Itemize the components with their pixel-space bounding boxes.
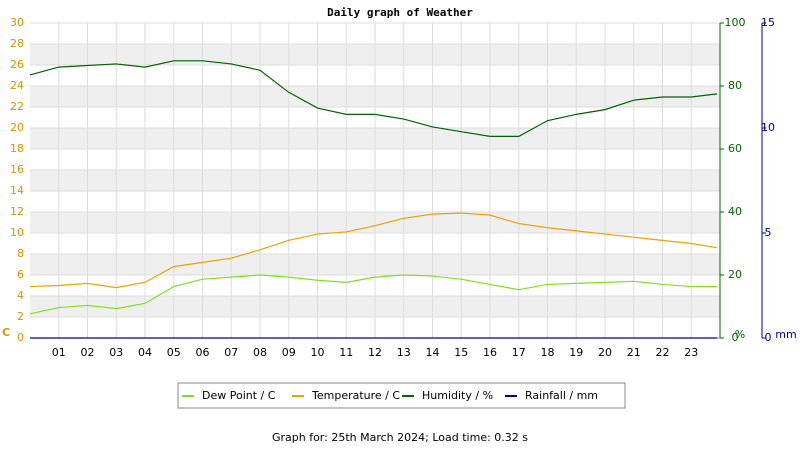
y2-tick-label: 100 [725,16,746,29]
footer: Graph for: 25th March 2024; Load time: 0… [272,431,528,444]
x-tick-label: 03 [109,346,123,359]
x-tick-label: 17 [512,346,526,359]
x-tick-label: 21 [627,346,641,359]
legend-box [177,382,626,409]
x-tick-label: 10 [311,346,325,359]
legend-label: Temperature / C [311,389,400,402]
y-tick-label: 10 [10,226,24,239]
series-line [29,212,718,289]
y-tick-label: 16 [10,163,24,176]
x-tick-label: 20 [598,346,612,359]
y-tick-label: 14 [10,184,24,197]
y-tick-label: 4 [17,289,24,302]
legend-label: Dew Point / C [202,389,276,402]
y3-tick-label: 10 [761,121,775,134]
y2-tick-label: 20 [728,268,742,281]
y-tick-label: 28 [10,37,24,50]
y-tick-label: 2 [17,310,24,323]
y-tick-label: 0 [17,331,24,344]
x-tick-label: 04 [138,346,152,359]
x-tick-label: 14 [426,346,440,359]
y-tick-label: 6 [17,268,24,281]
x-tick-label: 07 [224,346,238,359]
y-tick-label: 12 [10,205,24,218]
y3-tick-label: 5 [765,226,772,239]
y-axis-label: C [2,326,10,339]
x-tick-label: 16 [483,346,497,359]
x-tick-label: 12 [368,346,382,359]
y3-axis-label: mm [775,328,796,341]
x-tick-label: 05 [167,346,181,359]
x-tick-label: 22 [656,346,670,359]
series-line [29,60,718,137]
y2-tick-label: 60 [728,142,742,155]
y-tick-label: 30 [10,16,24,29]
x-tick-label: 02 [81,346,95,359]
y-tick-label: 8 [17,247,24,260]
y-tick-label: 22 [10,100,24,113]
y-tick-label: 26 [10,58,24,71]
y-tick-label: 20 [10,121,24,134]
y3-tick-label: 15 [761,16,775,29]
x-tick-label: 08 [253,346,267,359]
y2-axis-label: % [735,328,745,341]
x-tick-label: 06 [196,346,210,359]
series-line [29,274,718,315]
legend-label: Rainfall / mm [525,389,598,402]
legend-label: Humidity / % [422,389,493,402]
y2-tick-label: 40 [728,205,742,218]
x-tick-label: 09 [282,346,296,359]
chart-title: Daily graph of Weather [327,6,473,19]
x-tick-label: 11 [339,346,353,359]
y2-tick-label: 80 [728,79,742,92]
x-tick-label: 19 [569,346,583,359]
x-tick-label: 15 [454,346,468,359]
x-tick-label: 23 [684,346,698,359]
x-tick-label: 01 [52,346,66,359]
y-tick-label: 24 [10,79,24,92]
y2-tick-label: 0 [732,331,739,344]
y3-tick-label: 0 [765,331,772,344]
x-tick-label: 18 [541,346,555,359]
x-tick-label: 13 [397,346,411,359]
y-tick-label: 18 [10,142,24,155]
